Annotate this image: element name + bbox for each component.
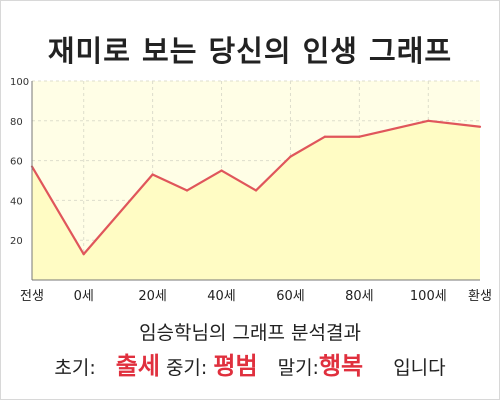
x-tick-label: 100세	[410, 289, 447, 304]
line-segment	[30, 165, 85, 256]
line-segment	[358, 119, 430, 138]
late-value: 행복	[318, 352, 364, 380]
y-tick-label: 100	[10, 77, 29, 88]
x-tick-label: 80세	[345, 289, 374, 304]
x-tick-label: 전생	[20, 289, 44, 304]
line-segment	[254, 155, 292, 192]
ending-text: 입니다	[393, 357, 446, 379]
analysis-summary: 초기: 출세 중기: 평범 말기:행복 입니다	[0, 346, 500, 381]
line-segment	[427, 119, 482, 128]
x-tick-label: 20세	[138, 289, 167, 304]
line-segment	[220, 169, 258, 192]
line-segment	[151, 173, 189, 192]
early-label: 초기:	[54, 357, 96, 379]
x-tick-label: 60세	[276, 289, 305, 304]
late-label: 말기:	[277, 357, 319, 379]
x-tick-label: 0세	[74, 289, 94, 304]
y-tick-label: 60	[10, 157, 23, 168]
x-tick-label: 40세	[207, 289, 236, 304]
chart-title: 재미로 보는 당신의 인생 그래프	[47, 34, 453, 68]
line-segment	[289, 135, 327, 158]
line-segment	[185, 169, 223, 192]
early-value: 출세	[115, 352, 160, 380]
area-fill	[32, 120, 480, 280]
result-title: 임승학님의 그래프 분석결과	[139, 322, 361, 344]
x-tick-label: 환생	[468, 289, 492, 304]
y-tick-label: 80	[10, 117, 23, 128]
y-tick-label: 20	[10, 236, 23, 247]
line-segment	[82, 173, 154, 256]
middle-label: 중기:	[165, 357, 208, 379]
middle-value: 평범	[213, 352, 258, 380]
y-tick-label: 40	[10, 196, 23, 207]
